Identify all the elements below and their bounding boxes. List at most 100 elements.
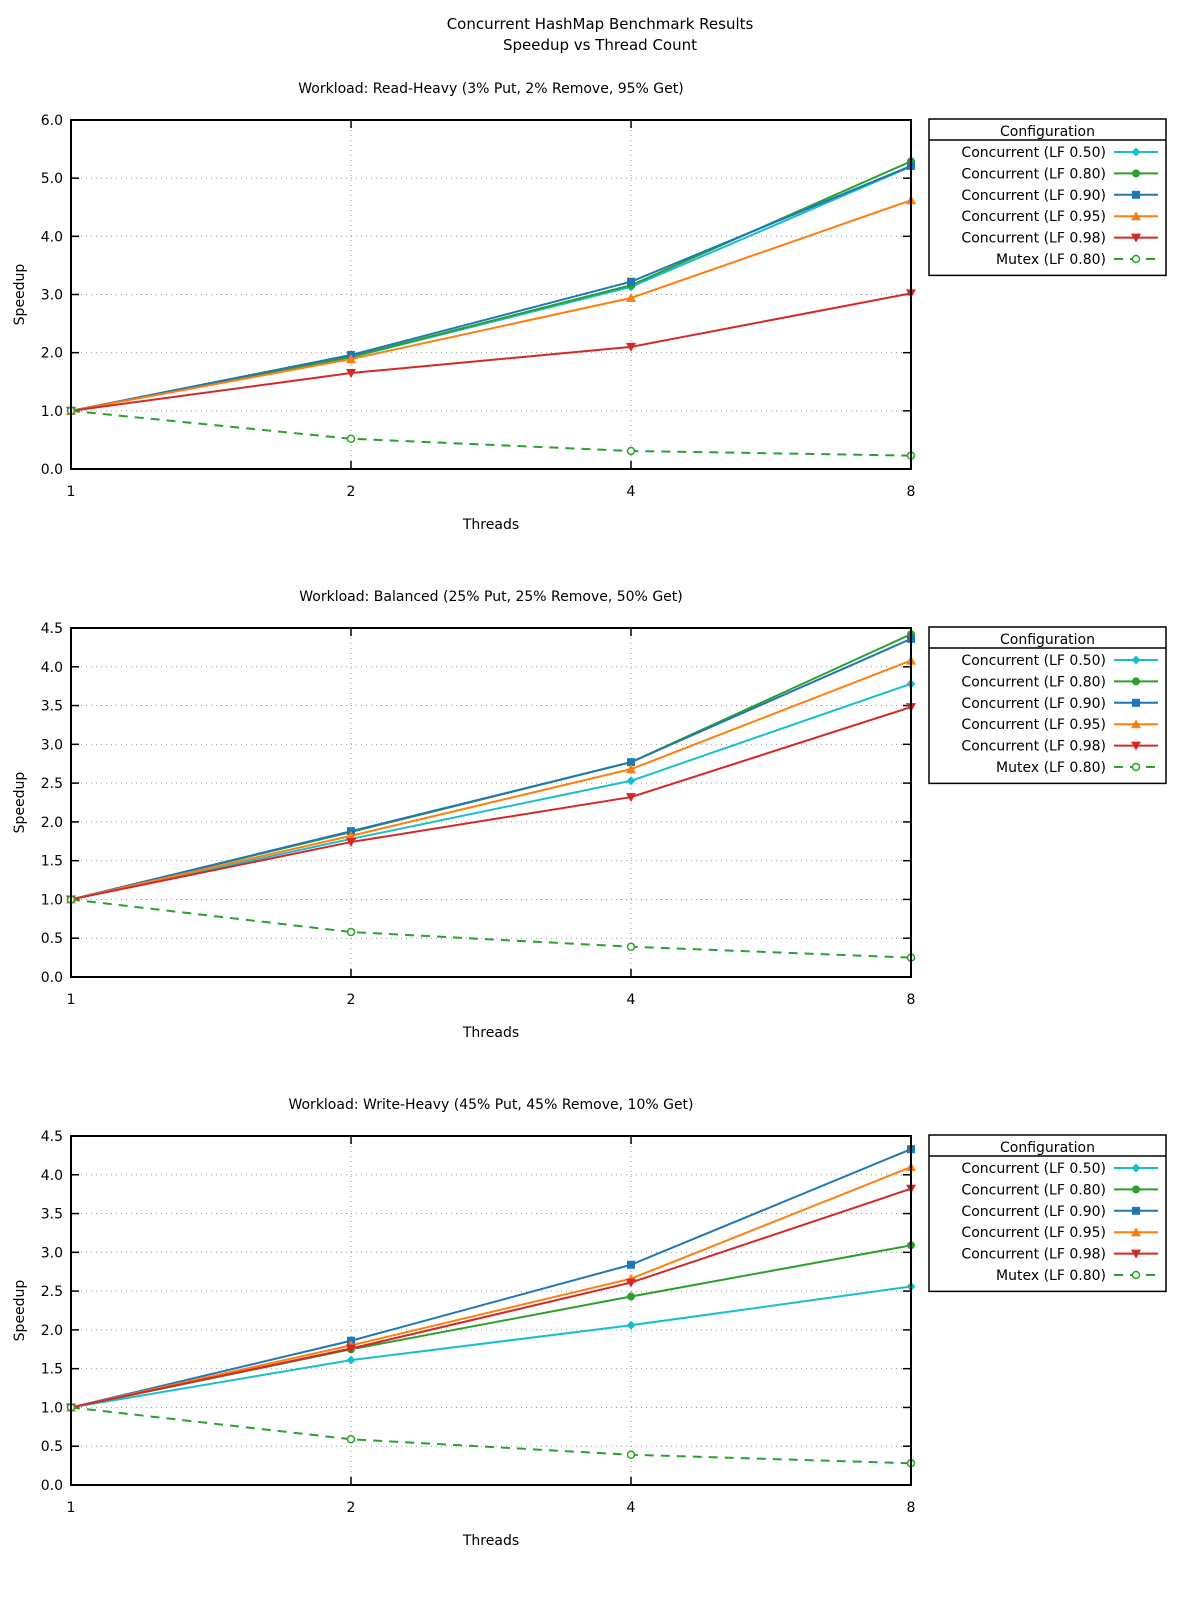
x-tick-label: 2 xyxy=(347,1500,356,1516)
data-point xyxy=(626,942,636,952)
x-tick-label: 1 xyxy=(67,1500,76,1516)
legend-box xyxy=(928,626,1167,785)
legend-entry-label: Concurrent (LF 0.80) xyxy=(961,1182,1106,1198)
y-tick-label: 1.5 xyxy=(41,854,63,870)
chart-title: Workload: Balanced (25% Put, 25% Remove,… xyxy=(299,589,682,605)
series-line xyxy=(70,659,912,901)
series-line xyxy=(70,1285,912,1409)
legend-marker xyxy=(1131,254,1141,264)
x-tick-label: 8 xyxy=(907,484,916,500)
legend-title: Configuration xyxy=(1000,632,1095,648)
series-1 xyxy=(66,162,916,416)
figure-title: Concurrent HashMap Benchmark Results xyxy=(447,15,754,33)
data-point xyxy=(627,277,635,286)
y-tick-label: 3.0 xyxy=(41,288,63,304)
legend-entry-label: Concurrent (LF 0.95) xyxy=(961,209,1106,225)
y-tick-label: 4.0 xyxy=(41,1168,63,1184)
legend-title: Configuration xyxy=(1000,124,1095,140)
series-line xyxy=(70,165,912,412)
data-point xyxy=(346,1355,356,1365)
series-6 xyxy=(66,895,916,962)
y-tick-label: 1.0 xyxy=(41,1400,63,1416)
legend-marker xyxy=(1131,211,1141,221)
data-point xyxy=(346,434,356,444)
series-3 xyxy=(67,161,915,415)
series-line xyxy=(70,1166,912,1409)
series-line xyxy=(70,637,912,901)
y-tick-label: 0.5 xyxy=(41,931,63,947)
legend-entry-label: Concurrent (LF 0.90) xyxy=(961,1204,1106,1220)
series-line xyxy=(70,1244,912,1409)
series-6 xyxy=(66,406,916,460)
legend-entry-label: Concurrent (LF 0.90) xyxy=(961,188,1106,204)
x-tick-label: 1 xyxy=(67,484,76,500)
y-tick-label: 3.5 xyxy=(41,699,63,715)
series-2 xyxy=(67,157,915,415)
plot-frame xyxy=(70,627,912,978)
x-axis-label: Threads xyxy=(462,517,519,533)
chart-3: Workload: Write-Heavy (45% Put, 45% Remo… xyxy=(12,1097,1167,1549)
legend-marker xyxy=(1131,1227,1141,1237)
data-point xyxy=(626,1278,636,1288)
y-tick-label: 0.5 xyxy=(41,1439,63,1455)
legend-marker xyxy=(1131,1270,1141,1280)
legend-box xyxy=(928,118,1167,277)
figure-subtitle: Speedup vs Thread Count xyxy=(503,36,697,54)
series-line xyxy=(70,898,912,959)
x-tick-label: 8 xyxy=(907,1500,916,1516)
legend-marker xyxy=(1132,698,1140,707)
series-3 xyxy=(67,634,915,904)
legend: Configuration Concurrent (LF 0.50) Concurr… xyxy=(928,1134,1167,1293)
legend: Configuration Concurrent (LF 0.50) Concurr… xyxy=(928,118,1167,277)
x-tick-label: 1 xyxy=(67,992,76,1008)
data-point xyxy=(346,830,356,840)
legend-entry-label: Mutex (LF 0.80) xyxy=(996,1268,1106,1284)
legend-entry-label: Concurrent (LF 0.50) xyxy=(961,653,1106,669)
y-axis-label: Speedup xyxy=(12,264,28,326)
legend-marker xyxy=(1131,655,1141,665)
legend-marker xyxy=(1131,762,1141,772)
data-point xyxy=(626,764,636,774)
x-tick-label: 2 xyxy=(347,992,356,1008)
y-tick-label: 6.0 xyxy=(41,113,63,129)
legend-marker xyxy=(1131,233,1141,243)
legend-marker xyxy=(1131,719,1141,729)
legend-entry-label: Concurrent (LF 0.80) xyxy=(961,166,1106,182)
y-tick-label: 4.0 xyxy=(41,229,63,245)
y-tick-label: 1.5 xyxy=(41,1362,63,1378)
legend-entry-label: Concurrent (LF 0.98) xyxy=(961,231,1106,247)
y-tick-label: 3.0 xyxy=(41,737,63,753)
legend-marker xyxy=(1131,741,1141,751)
data-point xyxy=(626,793,636,803)
data-point xyxy=(346,838,356,848)
legend-entry-label: Concurrent (LF 0.50) xyxy=(961,145,1106,161)
y-tick-label: 2.0 xyxy=(41,346,63,362)
plot-frame xyxy=(70,119,912,470)
y-axis-label: Speedup xyxy=(12,772,28,834)
y-tick-label: 3.5 xyxy=(41,1207,63,1223)
y-tick-label: 2.5 xyxy=(41,776,63,792)
legend-marker xyxy=(1132,169,1140,178)
series-line xyxy=(70,292,912,412)
data-point xyxy=(346,1434,356,1444)
x-axis-label: Threads xyxy=(462,1533,519,1549)
series-2 xyxy=(67,630,915,904)
data-point xyxy=(626,342,636,352)
legend-entry-label: Concurrent (LF 0.95) xyxy=(961,717,1106,733)
y-tick-label: 0.0 xyxy=(41,1478,63,1494)
legend-entry-label: Concurrent (LF 0.98) xyxy=(961,739,1106,755)
data-point xyxy=(626,776,636,786)
x-tick-label: 2 xyxy=(347,484,356,500)
series-line xyxy=(70,165,912,412)
series-line xyxy=(70,682,912,901)
legend-entry-label: Concurrent (LF 0.80) xyxy=(961,674,1106,690)
legend-entry-label: Mutex (LF 0.80) xyxy=(996,760,1106,776)
y-tick-label: 4.5 xyxy=(41,1129,63,1145)
chart-title: Workload: Write-Heavy (45% Put, 45% Remo… xyxy=(288,1097,693,1113)
data-point xyxy=(626,1450,636,1460)
data-point xyxy=(346,1344,356,1354)
y-tick-label: 0.0 xyxy=(41,970,63,986)
legend: Configuration Concurrent (LF 0.50) Concurr… xyxy=(928,626,1167,785)
data-point xyxy=(627,1260,635,1269)
